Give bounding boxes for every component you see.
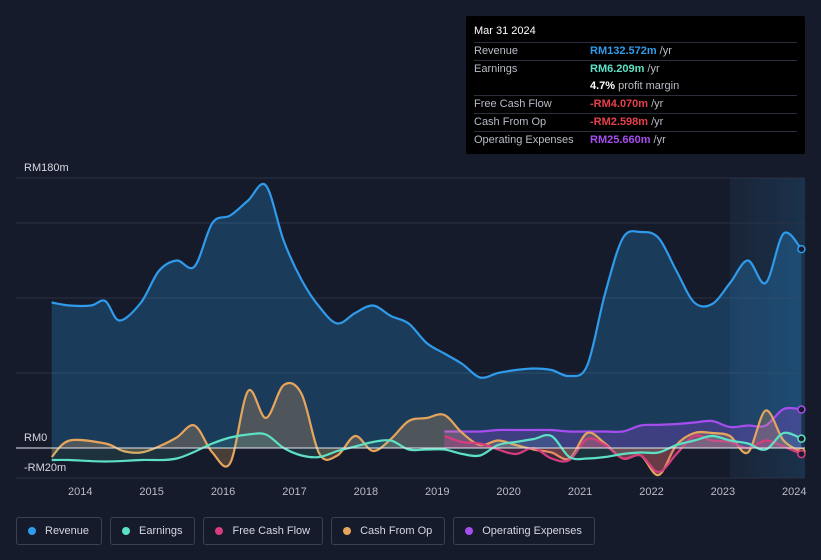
legend-item-revenue[interactable]: Revenue — [16, 517, 103, 545]
tooltip-value: -RM2.598m — [590, 116, 649, 128]
tooltip-label: Cash From Op — [474, 116, 547, 128]
x-tick-label: 2021 — [568, 486, 592, 498]
series-area-earnings — [51, 432, 802, 462]
legend-item-free-cash-flow[interactable]: Free Cash Flow — [203, 517, 324, 545]
series-end-marker-operating-expenses — [797, 405, 806, 414]
tooltip-unit: /yr — [659, 45, 672, 57]
tooltip-unit: /yr — [653, 134, 666, 146]
tooltip-row: Revenue RM132.572m/yr — [474, 42, 797, 60]
highlight-region — [730, 178, 805, 478]
series-end-marker-free-cash-flow — [797, 449, 806, 459]
x-tick-label: 2016 — [211, 486, 235, 498]
series-line-operating-expenses — [444, 406, 802, 434]
series-end-marker-earnings — [797, 434, 806, 443]
legend-item-earnings[interactable]: Earnings — [110, 517, 196, 545]
tooltip-row: Cash From Op -RM2.598m/yr — [474, 113, 797, 131]
chart-legend: Revenue Earnings Free Cash Flow Cash From O… — [16, 517, 595, 545]
series-area-revenue — [51, 183, 802, 448]
data-tooltip: Mar 31 2024 Revenue RM132.572m/yr Earnings… — [466, 16, 805, 154]
tooltip-unit: profit margin — [618, 80, 680, 92]
legend-label: Cash From Op — [360, 525, 433, 537]
tooltip-value: RM25.660m — [590, 134, 651, 146]
legend-dot-icon — [215, 527, 224, 535]
tooltip-row: Operating Expenses RM25.660m/yr — [474, 131, 797, 149]
x-tick-label: 2017 — [282, 486, 306, 498]
legend-label: Free Cash Flow — [232, 525, 311, 537]
y-tick-label: RM0 — [24, 432, 47, 444]
x-tick-label: 2020 — [496, 486, 520, 498]
tooltip-unit: /yr — [647, 63, 660, 75]
series-line-revenue — [51, 182, 803, 379]
x-tick-label: 2018 — [354, 486, 378, 498]
x-tick-label: 2014 — [68, 486, 92, 498]
series-area-cash-from-op — [51, 382, 802, 476]
x-tick-label: 2024 — [782, 486, 806, 498]
legend-dot-icon — [122, 527, 131, 535]
tooltip-row: Earnings RM6.209m/yr — [474, 60, 797, 78]
tooltip-unit: /yr — [651, 98, 664, 110]
tooltip-label: Earnings — [474, 63, 518, 75]
y-tick-label: RM180m — [24, 162, 69, 174]
series-end-marker-revenue — [797, 244, 806, 254]
legend-label: Operating Expenses — [482, 525, 582, 537]
tooltip-row: Free Cash Flow -RM4.070m/yr — [474, 95, 797, 113]
tooltip-label: Operating Expenses — [474, 134, 574, 146]
tooltip-value: RM6.209m — [590, 63, 645, 75]
x-tick-label: 2022 — [639, 486, 663, 498]
legend-dot-icon — [465, 527, 474, 535]
legend-item-cash-from-op[interactable]: Cash From Op — [331, 517, 446, 545]
tooltip-label — [474, 78, 590, 95]
tooltip-date: Mar 31 2024 — [474, 25, 536, 37]
x-tick-label: 2023 — [711, 486, 735, 498]
tooltip-value: 4.7% — [590, 80, 616, 92]
legend-label: Earnings — [139, 525, 183, 537]
series-line-free-cash-flow — [444, 434, 802, 474]
tooltip-value: -RM4.070m — [590, 98, 649, 110]
legend-item-operating-expenses[interactable]: Operating Expenses — [453, 517, 595, 545]
y-tick-label: -RM20m — [24, 462, 66, 474]
tooltip-unit: /yr — [651, 116, 664, 128]
legend-label: Revenue — [45, 525, 90, 537]
tooltip-value: RM132.572m — [590, 45, 657, 57]
legend-dot-icon — [28, 527, 36, 535]
legend-dot-icon — [343, 527, 352, 535]
tooltip-row: 4.7% profit margin — [474, 78, 797, 95]
x-tick-label: 2019 — [425, 486, 449, 498]
tooltip-label: Revenue — [474, 45, 519, 57]
series-line-earnings — [51, 431, 802, 463]
x-tick-label: 2015 — [139, 486, 163, 498]
tooltip-label: Free Cash Flow — [474, 98, 552, 110]
